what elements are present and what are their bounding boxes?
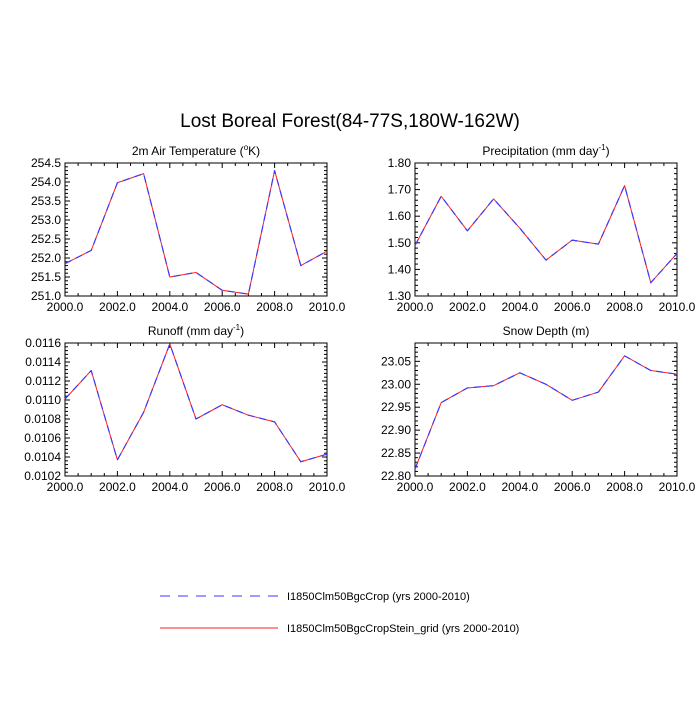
y-tick-label: 0.0106 <box>24 431 61 445</box>
y-tick-label: 22.80 <box>381 469 411 483</box>
legend-label-1: I1850Clm50BgcCrop (yrs 2000-2010) <box>287 591 470 603</box>
y-tick-label: 252.0 <box>31 251 61 265</box>
x-tick-label: 2002.0 <box>449 300 486 314</box>
y-tick-label: 22.95 <box>381 400 411 414</box>
panel-title-suffix: K) <box>248 144 260 158</box>
y-tick-label: 1.80 <box>388 156 412 170</box>
x-tick-label: 2010.0 <box>659 300 696 314</box>
panel-title: Runoff (mm day-1) <box>148 323 244 338</box>
x-tick-label: 2002.0 <box>99 480 136 494</box>
x-tick-label: 2008.0 <box>256 300 293 314</box>
y-tick-label: 252.5 <box>31 232 61 246</box>
x-tick-label: 2006.0 <box>204 300 241 314</box>
y-tick-label: 253.5 <box>31 194 61 208</box>
y-tick-label: 0.0114 <box>25 355 61 369</box>
panel-title: 2m Air Temperature (oK) <box>132 143 260 158</box>
panel-title-text: 2m Air Temperature ( <box>132 144 244 158</box>
panel-title: Precipitation (mm day-1) <box>482 143 609 158</box>
x-tick-label: 2008.0 <box>256 480 293 494</box>
y-tick-label: 23.05 <box>381 354 411 368</box>
y-tick-label: 23.00 <box>381 377 411 391</box>
x-tick-label: 2006.0 <box>554 300 591 314</box>
y-tick-label: 1.70 <box>388 183 412 197</box>
y-tick-label: 254.5 <box>31 156 61 170</box>
y-tick-label: 0.0104 <box>24 450 61 464</box>
x-tick-label: 2006.0 <box>554 480 591 494</box>
panel-title-text: Runoff (mm day <box>148 324 233 338</box>
y-tick-label: 0.0102 <box>24 469 61 483</box>
y-tick-label: 0.0112 <box>25 374 61 388</box>
x-tick-label: 2004.0 <box>501 480 538 494</box>
y-tick-label: 254.0 <box>31 175 61 189</box>
y-tick-label: 251.5 <box>31 270 61 284</box>
y-tick-label: 1.30 <box>388 289 412 303</box>
y-tick-label: 0.0116 <box>25 336 61 350</box>
x-tick-label: 2008.0 <box>606 480 643 494</box>
legend-label-2: I1850Clm50BgcCropStein_grid (yrs 2000-20… <box>287 623 519 635</box>
y-tick-label: 0.0108 <box>24 412 61 426</box>
x-tick-label: 2004.0 <box>151 480 188 494</box>
y-tick-label: 1.50 <box>388 236 412 250</box>
panel-title-suffix: ) <box>240 324 244 338</box>
y-tick-label: 253.0 <box>31 213 61 227</box>
x-tick-label: 2002.0 <box>449 480 486 494</box>
y-tick-label: 1.60 <box>388 209 412 223</box>
panel-title-text: Precipitation (mm day <box>482 144 598 158</box>
y-tick-label: 251.0 <box>31 289 61 303</box>
x-tick-label: 2006.0 <box>204 480 241 494</box>
x-tick-label: 2004.0 <box>501 300 538 314</box>
panel-title-suffix: ) <box>606 144 610 158</box>
x-tick-label: 2004.0 <box>151 300 188 314</box>
panel-title-text: Snow Depth (m) <box>503 324 590 338</box>
x-tick-label: 2010.0 <box>309 480 346 494</box>
x-tick-label: 2010.0 <box>309 300 346 314</box>
y-tick-label: 22.85 <box>381 446 411 460</box>
x-tick-label: 2008.0 <box>606 300 643 314</box>
x-tick-label: 2002.0 <box>99 300 136 314</box>
y-tick-label: 0.0110 <box>25 393 61 407</box>
page-title: Lost Boreal Forest(84-77S,180W-162W) <box>180 111 520 132</box>
y-tick-label: 22.90 <box>381 423 411 437</box>
y-tick-label: 1.40 <box>388 262 412 276</box>
panel-title: Snow Depth (m) <box>503 324 590 338</box>
x-tick-label: 2010.0 <box>659 480 696 494</box>
